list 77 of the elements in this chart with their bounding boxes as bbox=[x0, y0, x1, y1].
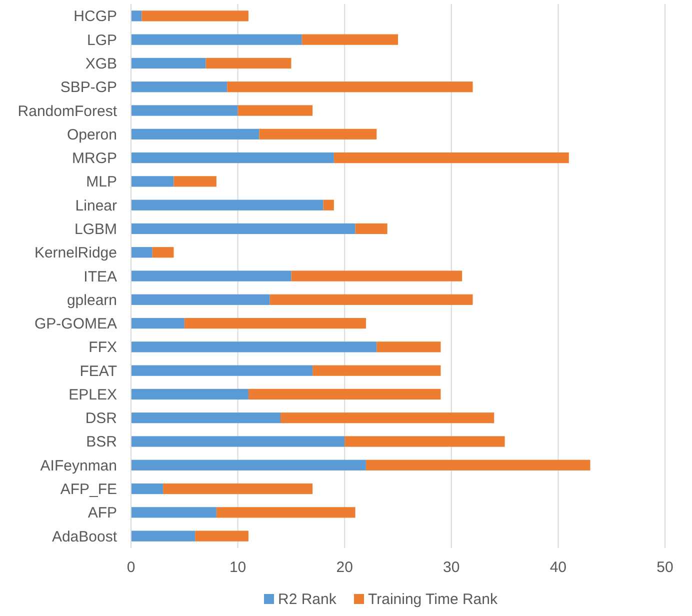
x-tick-label: 20 bbox=[336, 559, 353, 576]
bar bbox=[259, 128, 377, 140]
y-tick-label: XGB bbox=[85, 55, 117, 72]
bar bbox=[131, 176, 174, 187]
bar bbox=[131, 342, 377, 352]
bar bbox=[248, 388, 441, 400]
y-tick-label: GP-GOMEA bbox=[34, 316, 117, 333]
bar bbox=[142, 10, 248, 22]
bar bbox=[131, 483, 164, 494]
y-tick-label: EPLEX bbox=[68, 386, 117, 404]
bar bbox=[238, 105, 313, 116]
legend-label: R2 Rank bbox=[278, 591, 337, 608]
y-tick-label: Operon bbox=[66, 126, 117, 144]
bar bbox=[184, 318, 366, 329]
y-tick-label: AFP_FE bbox=[60, 481, 117, 498]
bar bbox=[131, 34, 302, 45]
y-tick-label: HCGP bbox=[74, 8, 117, 26]
y-tick-label: AdaBoost bbox=[52, 528, 118, 546]
y-tick-label: AFP bbox=[88, 504, 117, 522]
bar bbox=[131, 530, 196, 542]
bar bbox=[131, 82, 228, 92]
legend-label: Training Time Rank bbox=[368, 591, 498, 608]
bar bbox=[131, 200, 324, 210]
y-tick-label: DSR bbox=[85, 410, 118, 428]
y-tick-label: AIFeynman bbox=[40, 457, 117, 474]
bar bbox=[131, 270, 292, 282]
x-tick-label: 50 bbox=[656, 559, 674, 576]
y-tick-label: FEAT bbox=[80, 362, 117, 380]
bar bbox=[131, 388, 248, 400]
bar bbox=[291, 270, 462, 282]
x-tick-label: 0 bbox=[126, 559, 136, 576]
bar bbox=[174, 176, 216, 187]
bar bbox=[195, 530, 248, 542]
x-tick-label: 40 bbox=[550, 559, 567, 576]
y-tick-label: LGBM bbox=[74, 220, 117, 238]
bar bbox=[131, 152, 334, 164]
bar bbox=[270, 294, 473, 305]
y-tick-label: RandomForest bbox=[18, 102, 118, 120]
bar bbox=[131, 58, 206, 69]
y-tick-label: KernelRidge bbox=[34, 244, 117, 262]
bar bbox=[131, 460, 366, 470]
bar bbox=[131, 223, 356, 234]
bar bbox=[355, 223, 388, 234]
y-tick-label: MLP bbox=[86, 174, 117, 191]
y-tick-label: ITEA bbox=[84, 268, 117, 286]
x-tick-label: 30 bbox=[443, 559, 460, 576]
bar bbox=[206, 58, 292, 69]
bar bbox=[344, 436, 505, 447]
bar bbox=[131, 318, 184, 329]
bar bbox=[131, 436, 345, 447]
bar bbox=[227, 82, 473, 92]
bar bbox=[131, 294, 270, 305]
bar bbox=[131, 412, 281, 424]
y-tick-label: MRGP bbox=[72, 150, 117, 168]
bar bbox=[131, 128, 260, 140]
y-tick-label: Linear bbox=[75, 197, 117, 214]
bar bbox=[163, 483, 313, 494]
bar bbox=[366, 460, 590, 470]
bar bbox=[131, 365, 313, 376]
y-tick-label: SBP-GP bbox=[60, 79, 117, 96]
x-tick-label: 10 bbox=[229, 559, 246, 576]
y-tick-label: LGP bbox=[86, 32, 117, 49]
y-tick-label: BSR bbox=[86, 434, 118, 451]
bar bbox=[131, 507, 216, 518]
y-tick-label: gplearn bbox=[66, 292, 117, 309]
y-tick-label: FFX bbox=[88, 339, 117, 356]
bar bbox=[280, 412, 494, 424]
bar bbox=[334, 152, 569, 164]
bar bbox=[216, 507, 356, 518]
bar bbox=[323, 200, 334, 210]
bar bbox=[131, 10, 142, 22]
bar bbox=[152, 247, 174, 258]
bar bbox=[376, 342, 441, 352]
bar bbox=[312, 365, 441, 376]
bar bbox=[131, 105, 238, 116]
bar bbox=[131, 247, 152, 258]
bar bbox=[302, 34, 398, 45]
